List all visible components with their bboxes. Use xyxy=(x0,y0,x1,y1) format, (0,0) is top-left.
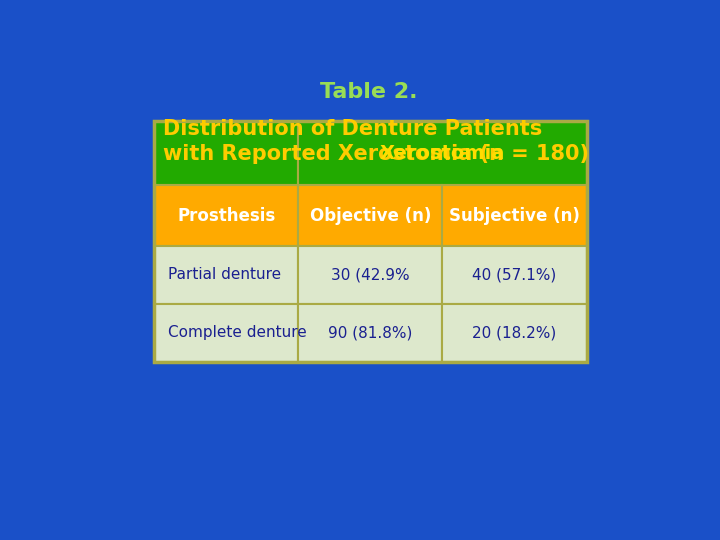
Text: 30 (42.9%: 30 (42.9% xyxy=(331,267,410,282)
Bar xyxy=(298,246,443,304)
Bar xyxy=(443,246,587,304)
Text: Table 2.: Table 2. xyxy=(320,82,418,102)
Text: Distribution of Denture Patients: Distribution of Denture Patients xyxy=(163,119,541,139)
Text: with Reported Xerostomia (n = 180): with Reported Xerostomia (n = 180) xyxy=(163,144,588,164)
Text: 40 (57.1%): 40 (57.1%) xyxy=(472,267,557,282)
Text: 20 (18.2%): 20 (18.2%) xyxy=(472,326,557,341)
Bar xyxy=(154,121,298,185)
Text: Partial denture: Partial denture xyxy=(168,267,282,282)
Text: Objective (n): Objective (n) xyxy=(310,206,431,225)
Text: Complete denture: Complete denture xyxy=(168,326,307,341)
Bar xyxy=(298,304,443,362)
Text: Xerostomia: Xerostomia xyxy=(379,144,505,163)
Bar xyxy=(443,304,587,362)
Bar xyxy=(154,304,298,362)
Bar xyxy=(298,185,443,246)
Bar xyxy=(154,121,587,362)
Bar xyxy=(443,185,587,246)
Text: 90 (81.8%): 90 (81.8%) xyxy=(328,326,413,341)
Text: Prosthesis: Prosthesis xyxy=(177,206,275,225)
Bar xyxy=(298,121,587,185)
Bar xyxy=(154,246,298,304)
Bar xyxy=(154,185,298,246)
Text: Subjective (n): Subjective (n) xyxy=(449,206,580,225)
